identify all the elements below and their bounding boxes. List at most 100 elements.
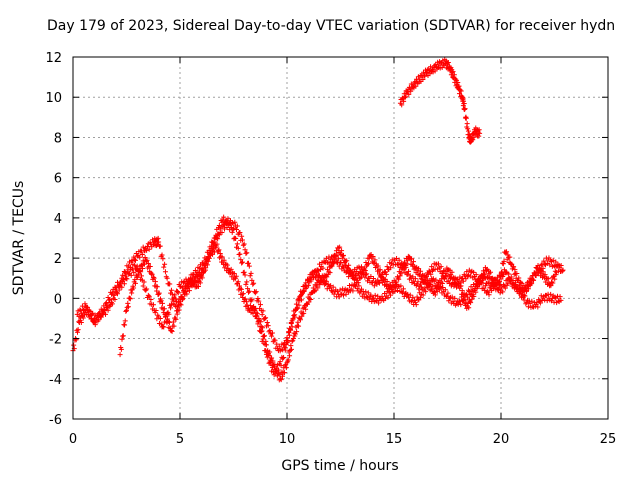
data-point (309, 270, 315, 276)
data-point (516, 275, 522, 281)
data-point (462, 106, 468, 112)
data-point (450, 69, 456, 75)
data-point (468, 284, 474, 290)
data-point (178, 302, 184, 308)
data-point (259, 328, 265, 334)
data-point (555, 298, 561, 304)
data-point (222, 226, 228, 232)
data-point (542, 297, 548, 303)
data-point (551, 263, 557, 269)
data-point (458, 283, 464, 289)
data-point (424, 69, 430, 75)
data-point (288, 320, 294, 326)
data-point (535, 304, 541, 310)
data-point (81, 307, 87, 313)
data-point (180, 296, 186, 302)
data-point (537, 300, 543, 306)
data-point (266, 352, 272, 358)
data-point (142, 255, 148, 261)
data-point (249, 277, 255, 283)
data-point (499, 271, 505, 277)
data-point (197, 280, 203, 286)
data-point (130, 262, 136, 268)
data-point (225, 216, 231, 222)
x-tick-label: 10 (279, 432, 296, 447)
data-point (250, 281, 256, 287)
data-point (245, 289, 251, 295)
data-point (147, 264, 153, 270)
data-point (505, 280, 511, 286)
data-point (106, 297, 112, 303)
data-point (512, 267, 518, 273)
data-point (231, 271, 237, 277)
data-point (145, 292, 151, 298)
data-point (532, 272, 538, 278)
data-point (267, 349, 273, 355)
data-point (534, 299, 540, 305)
data-point (299, 297, 305, 303)
data-point (144, 286, 150, 292)
data-point (274, 365, 280, 371)
data-point (374, 297, 380, 303)
x-tick-label: 15 (386, 432, 403, 447)
data-point (177, 298, 183, 304)
data-point (536, 270, 542, 276)
data-point (516, 283, 522, 289)
data-point (141, 261, 147, 267)
data-point (377, 267, 383, 273)
data-point (241, 269, 247, 275)
data-point (496, 285, 502, 291)
data-point (415, 279, 421, 285)
data-point (119, 284, 125, 290)
data-point (151, 275, 157, 281)
data-point (202, 267, 208, 273)
data-point (176, 307, 182, 313)
data-point (490, 285, 496, 291)
data-point (283, 365, 289, 371)
data-point (442, 287, 448, 293)
data-point (503, 269, 509, 275)
data-point (235, 245, 241, 251)
data-point (389, 287, 395, 293)
series-trace-c (117, 241, 560, 383)
y-tick-label: 2 (54, 252, 62, 267)
data-point (466, 305, 472, 311)
data-point (529, 281, 535, 287)
data-point (204, 258, 210, 264)
data-point (401, 259, 407, 265)
data-point (471, 269, 477, 275)
data-point (306, 299, 312, 305)
data-point (392, 288, 398, 294)
data-point (260, 308, 266, 314)
data-point (215, 248, 221, 254)
series-trace-d (397, 57, 483, 145)
data-point (459, 288, 465, 294)
data-point (183, 289, 189, 295)
data-point (396, 276, 402, 282)
data-point (161, 264, 167, 270)
data-point (159, 300, 165, 306)
data-point (427, 269, 433, 275)
data-point (335, 288, 341, 294)
data-point (161, 306, 167, 312)
data-point (79, 311, 85, 317)
data-point (285, 357, 291, 363)
data-point (171, 294, 177, 300)
data-point (239, 233, 245, 239)
data-point (117, 352, 123, 358)
data-point (131, 254, 137, 260)
data-point (542, 272, 548, 278)
data-point (507, 254, 513, 260)
data-point (163, 312, 169, 318)
y-tick-label: 4 (54, 212, 62, 227)
data-point (224, 262, 230, 268)
data-point (408, 88, 414, 94)
data-point (545, 276, 551, 282)
data-point (264, 319, 270, 325)
data-point (482, 287, 488, 293)
data-point (557, 294, 563, 300)
data-point (550, 257, 556, 263)
data-point (111, 291, 117, 297)
data-point (242, 272, 248, 278)
data-point (344, 258, 350, 264)
